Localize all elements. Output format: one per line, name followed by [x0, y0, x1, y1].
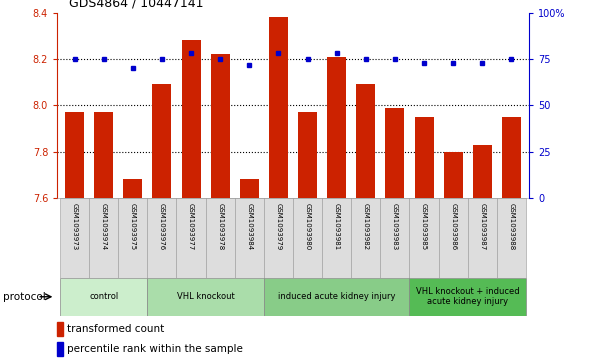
Bar: [206, 198, 235, 278]
Text: GSM1093977: GSM1093977: [188, 203, 194, 251]
Bar: [502, 117, 521, 198]
Bar: [497, 198, 526, 278]
Bar: [94, 112, 113, 198]
Bar: [235, 198, 264, 278]
Bar: [409, 198, 439, 278]
Bar: [57, 342, 63, 356]
Bar: [147, 278, 264, 316]
Bar: [468, 198, 497, 278]
Text: GSM1093976: GSM1093976: [159, 203, 165, 251]
Bar: [264, 198, 293, 278]
Bar: [147, 198, 177, 278]
Text: GSM1093978: GSM1093978: [217, 203, 223, 251]
Text: protocol: protocol: [3, 292, 46, 302]
Text: GSM1093987: GSM1093987: [479, 203, 485, 251]
Text: VHL knockout + induced
acute kidney injury: VHL knockout + induced acute kidney inju…: [416, 287, 519, 306]
Bar: [385, 107, 404, 198]
Bar: [415, 117, 433, 198]
Text: GSM1093984: GSM1093984: [246, 203, 252, 250]
Bar: [240, 179, 259, 198]
Bar: [380, 198, 409, 278]
Bar: [264, 278, 409, 316]
Bar: [409, 278, 526, 316]
Bar: [211, 54, 230, 198]
Bar: [327, 57, 346, 198]
Bar: [177, 198, 206, 278]
Bar: [65, 112, 84, 198]
Bar: [356, 85, 375, 198]
Text: GSM1093979: GSM1093979: [275, 203, 281, 251]
Bar: [439, 198, 468, 278]
Text: GSM1093983: GSM1093983: [392, 203, 398, 251]
Text: GSM1093980: GSM1093980: [305, 203, 311, 251]
Text: percentile rank within the sample: percentile rank within the sample: [67, 344, 243, 354]
Text: GSM1093986: GSM1093986: [450, 203, 456, 251]
Bar: [57, 322, 63, 336]
Text: GSM1093985: GSM1093985: [421, 203, 427, 250]
Text: GSM1093981: GSM1093981: [334, 203, 340, 251]
Text: GDS4864 / 10447141: GDS4864 / 10447141: [69, 0, 204, 9]
Bar: [182, 41, 201, 198]
Text: control: control: [89, 292, 118, 301]
Bar: [269, 17, 288, 198]
Bar: [351, 198, 380, 278]
Text: GSM1093988: GSM1093988: [508, 203, 514, 251]
Bar: [153, 85, 171, 198]
Text: GSM1093974: GSM1093974: [101, 203, 107, 250]
Bar: [89, 198, 118, 278]
Text: GSM1093973: GSM1093973: [72, 203, 78, 251]
Text: transformed count: transformed count: [67, 325, 165, 334]
Bar: [444, 152, 463, 198]
Text: GSM1093982: GSM1093982: [363, 203, 369, 250]
Text: GSM1093975: GSM1093975: [130, 203, 136, 250]
Text: VHL knockout: VHL knockout: [177, 292, 234, 301]
Bar: [118, 198, 147, 278]
Bar: [322, 198, 351, 278]
Bar: [298, 112, 317, 198]
Bar: [473, 144, 492, 198]
Bar: [123, 179, 142, 198]
Bar: [60, 198, 89, 278]
Text: induced acute kidney injury: induced acute kidney injury: [278, 292, 395, 301]
Bar: [293, 198, 322, 278]
Bar: [60, 278, 147, 316]
